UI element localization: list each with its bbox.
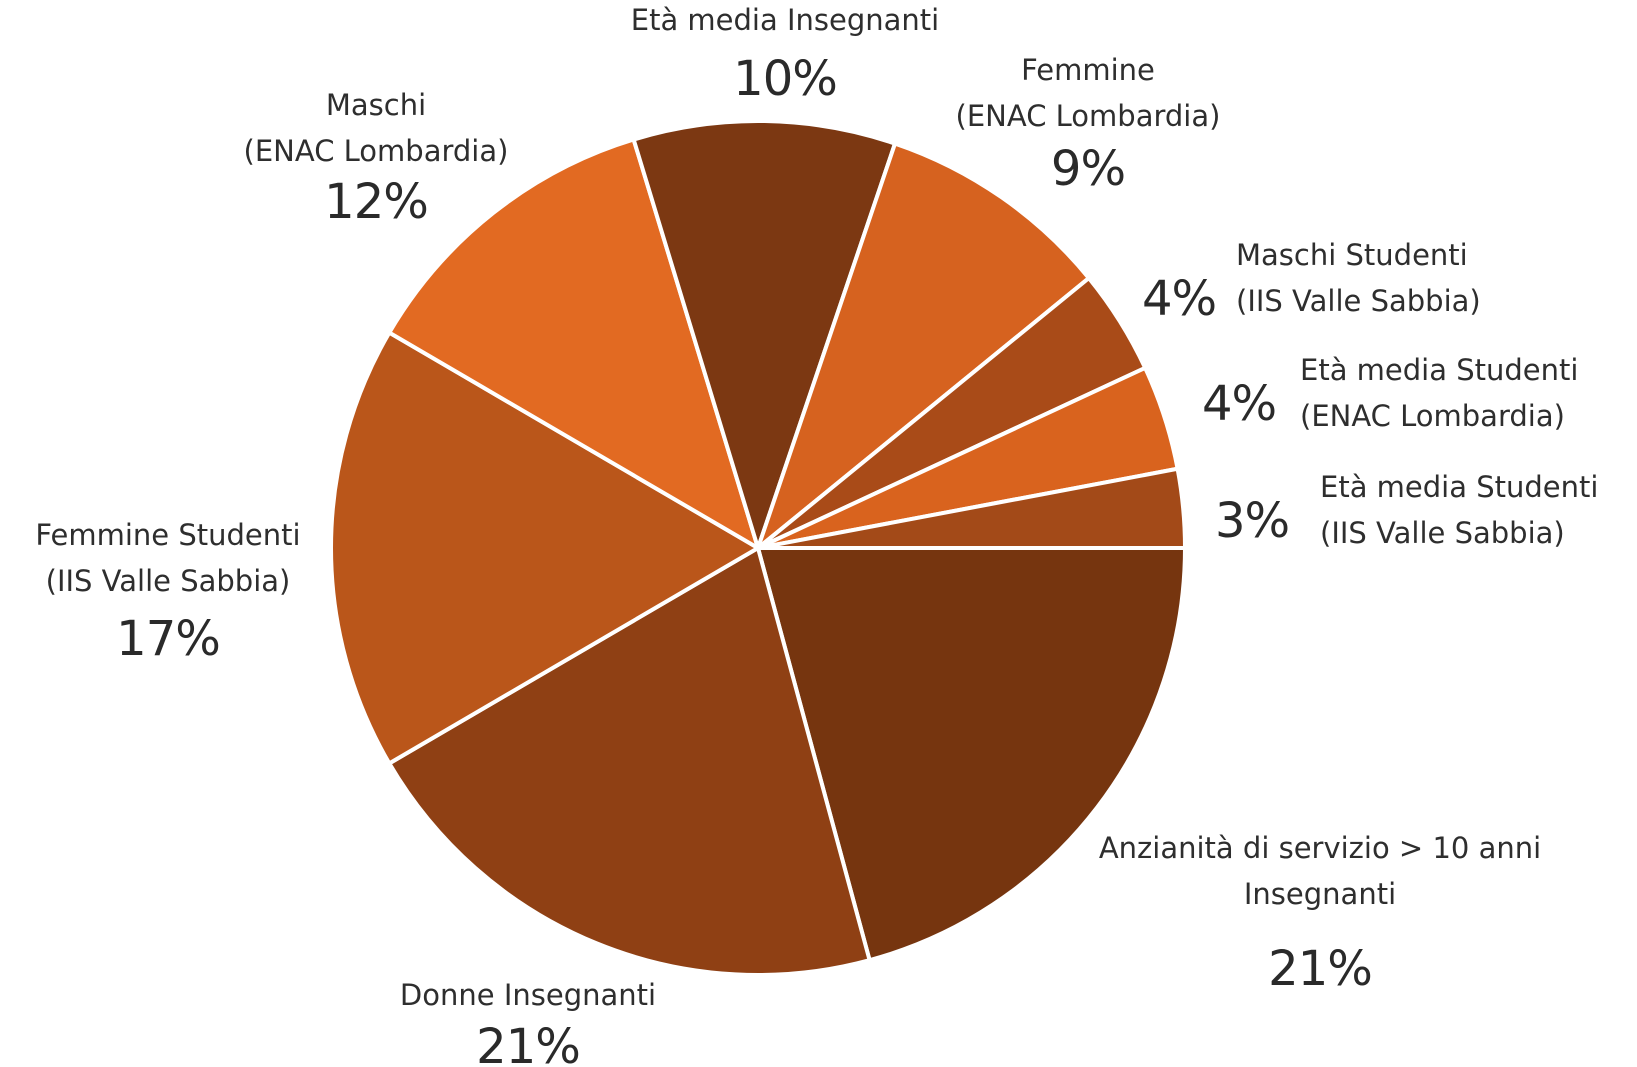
pie-slice-2 bbox=[387, 546, 872, 977]
slice-label-5-line-1: Età media Insegnanti bbox=[631, 3, 939, 37]
slice-label-1-line-2: Insegnanti bbox=[1244, 877, 1396, 911]
pie-slice-3 bbox=[329, 330, 760, 766]
pie-slice-4 bbox=[387, 137, 760, 550]
slice-label-3-line-2: (IIS Valle Sabbia) bbox=[46, 564, 291, 598]
slice-label-7-line-2: (IIS Valle Sabbia) bbox=[1236, 284, 1481, 318]
slice-value-label-8: 4% bbox=[1202, 376, 1276, 432]
slice-value-label-1: 21% bbox=[1268, 941, 1372, 997]
slice-label-8-line-2: (ENAC Lombardia) bbox=[1300, 399, 1565, 433]
slice-label-4-line-1: Maschi bbox=[326, 88, 426, 122]
slice-value-label-2: 21% bbox=[476, 1019, 580, 1067]
slice-label-9-line-1: Età media Studenti bbox=[1320, 470, 1598, 504]
slice-value-label-9: 3% bbox=[1215, 493, 1289, 549]
slice-value-label-6: 9% bbox=[1051, 141, 1125, 197]
slice-label-4-line-2: (ENAC Lombardia) bbox=[244, 134, 509, 168]
slice-label-8-line-1: Età media Studenti bbox=[1300, 353, 1578, 387]
slice-label-9-line-2: (IIS Valle Sabbia) bbox=[1320, 516, 1565, 550]
slice-label-3-line-1: Femmine Studenti bbox=[35, 518, 300, 552]
slice-label-1-line-1: Anzianità di servizio > 10 anni bbox=[1099, 831, 1541, 865]
pie-slice-1 bbox=[756, 546, 1187, 963]
pie-slice-6 bbox=[756, 141, 1091, 550]
slice-value-label-7: 4% bbox=[1142, 271, 1216, 327]
pie-slice-5 bbox=[631, 119, 897, 550]
slice-label-6-line-1: Femmine bbox=[1021, 53, 1155, 87]
slice-label-6-line-2: (ENAC Lombardia) bbox=[956, 99, 1221, 133]
pie-slices bbox=[329, 119, 1187, 977]
slice-value-label-5: 10% bbox=[733, 51, 837, 107]
slice-value-label-3: 17% bbox=[116, 611, 220, 667]
pie-slice-9 bbox=[756, 466, 1187, 550]
slice-label-2-line-1: Donne Insegnanti bbox=[400, 978, 656, 1012]
pie-labels: Anzianità di servizio > 10 anni Insegnant… bbox=[35, 3, 1598, 1067]
slice-value-label-4: 12% bbox=[324, 174, 428, 230]
slice-label-7-line-1: Maschi Studenti bbox=[1236, 238, 1468, 272]
